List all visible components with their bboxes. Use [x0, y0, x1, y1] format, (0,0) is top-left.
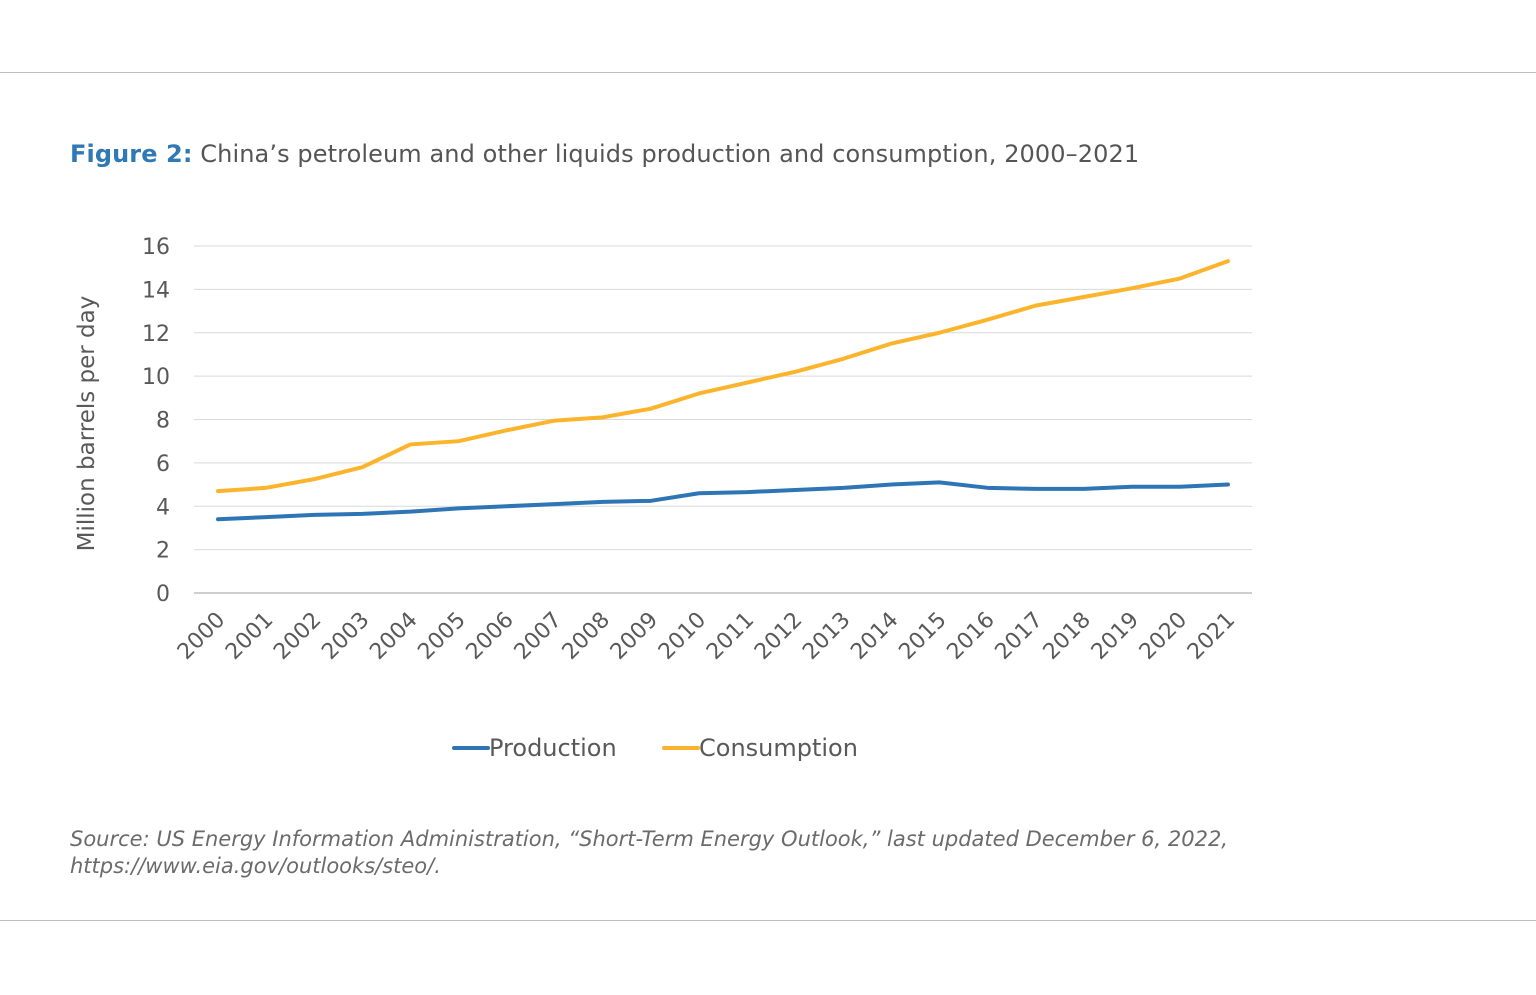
y-tick-label: 12 — [142, 322, 170, 347]
x-tick-label: 2002 — [269, 608, 326, 665]
x-tick-label: 2021 — [1183, 608, 1240, 665]
consumption-line — [216, 259, 1230, 494]
x-tick-label: 2019 — [1087, 608, 1144, 665]
line-chart: 0 2 4 6 8 10 12 14 16 Million barrels per day 2000… — [74, 235, 1252, 762]
figure-label: Figure 2: — [70, 140, 193, 168]
x-tick-label: 2010 — [654, 608, 711, 665]
gridlines — [194, 245, 1252, 551]
top-divider — [0, 72, 1536, 73]
x-tick-label: 2005 — [413, 608, 470, 665]
y-tick-label: 0 — [156, 582, 170, 607]
x-tick-label: 2003 — [317, 608, 374, 665]
figure-title: Figure 2: China’s petroleum and other li… — [70, 140, 1139, 168]
y-tick-label: 4 — [156, 495, 170, 520]
x-tick-label: 2008 — [558, 608, 615, 665]
x-tick-label: 2017 — [991, 608, 1048, 665]
x-tick-label: 2011 — [702, 608, 759, 665]
x-tick-label: 2012 — [750, 608, 807, 665]
x-tick-label: 2009 — [606, 608, 663, 665]
x-tick-label: 2020 — [1135, 608, 1192, 665]
bottom-divider — [0, 920, 1536, 921]
figure-title-text: China’s petroleum and other liquids prod… — [200, 140, 1140, 168]
y-tick-label: 10 — [142, 365, 170, 390]
y-axis-title: Million barrels per day — [74, 296, 100, 552]
source-line-1: Source: US Energy Information Administra… — [70, 827, 1228, 851]
y-tick-label: 2 — [156, 539, 170, 564]
x-tick-label: 2000 — [173, 608, 230, 665]
x-tick-label: 2013 — [798, 608, 855, 665]
x-tick-label: 2014 — [846, 608, 903, 665]
x-tick-label: 2006 — [462, 608, 519, 665]
x-tick-label: 2016 — [942, 608, 999, 665]
y-tick-label: 14 — [142, 278, 170, 303]
x-tick-label: 2015 — [894, 608, 951, 665]
x-tick-label: 2007 — [510, 608, 567, 665]
x-tick-label: 2004 — [365, 608, 422, 665]
x-tick-label: 2001 — [221, 608, 278, 665]
consumption-legend-label: Consumption — [699, 734, 858, 762]
x-tick-label: 2018 — [1039, 608, 1096, 665]
y-tick-label: 6 — [156, 452, 170, 477]
y-tick-label: 16 — [142, 235, 170, 260]
production-legend-label: Production — [489, 734, 617, 762]
y-tick-label: 8 — [156, 409, 170, 434]
source-url: https://www.eia.gov/outlooks/steo/. — [70, 854, 441, 878]
legend: Production Consumption — [452, 734, 858, 762]
series-lines — [216, 259, 1230, 522]
source-note: Source: US Energy Information Administra… — [70, 826, 1228, 880]
production-line — [216, 480, 1230, 522]
